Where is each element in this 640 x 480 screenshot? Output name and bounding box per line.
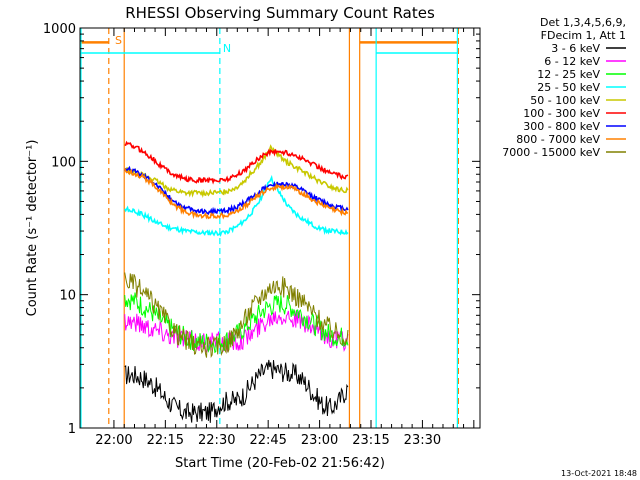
series-line-3 bbox=[124, 292, 349, 354]
y-tick-label: 100 bbox=[51, 155, 76, 170]
y-axis: 1 10 100 1000 bbox=[43, 22, 480, 437]
series-line-6 bbox=[124, 140, 349, 185]
legend-label: 12 - 25 keV bbox=[537, 68, 600, 81]
plot-frame bbox=[79, 27, 481, 429]
saa-flag-label: S bbox=[115, 34, 122, 47]
series-line-1 bbox=[124, 359, 349, 423]
x-axis: 22:00 22:15 22:30 22:45 23:00 23:15 23:30 bbox=[95, 28, 475, 448]
instrument-flags: SN bbox=[80, 28, 460, 428]
x-tick-label: 22:45 bbox=[249, 433, 286, 448]
series-line-2 bbox=[124, 310, 349, 354]
series-line-4 bbox=[124, 174, 349, 237]
legend-label: 300 - 800 keV bbox=[523, 120, 600, 133]
legend-label: 25 - 50 keV bbox=[537, 81, 600, 94]
series-line-9 bbox=[124, 272, 349, 358]
y-axis-label: Count Rate (s⁻¹ detector⁻¹) bbox=[25, 140, 40, 317]
y-tick-label: 10 bbox=[59, 289, 76, 304]
x-tick-label: 22:15 bbox=[147, 433, 184, 448]
y-tick-label: 1000 bbox=[43, 22, 76, 37]
legend-label: 7000 - 15000 keV bbox=[502, 146, 600, 159]
legend-label: 50 - 100 keV bbox=[530, 94, 600, 107]
x-tick-label: 22:30 bbox=[198, 433, 235, 448]
legend-label: 800 - 7000 keV bbox=[516, 133, 600, 146]
legend-label: 100 - 300 keV bbox=[523, 107, 600, 120]
legend-label: 3 - 6 keV bbox=[551, 42, 600, 55]
night-flag-label: N bbox=[223, 42, 231, 55]
legend: Det 1,3,4,5,6,9,FDecim 1, Att 13 - 6 keV… bbox=[502, 16, 626, 159]
x-tick-label: 23:15 bbox=[352, 433, 389, 448]
series-layer bbox=[123, 140, 349, 423]
legend-header: FDecim 1, Att 1 bbox=[541, 29, 626, 42]
series-line-5 bbox=[124, 144, 349, 199]
legend-label: 6 - 12 keV bbox=[544, 55, 600, 68]
x-axis-label: Start Time (20-Feb-02 21:56:42) bbox=[175, 456, 385, 471]
series-line-8 bbox=[123, 168, 349, 220]
legend-header: Det 1,3,4,5,6,9, bbox=[540, 16, 626, 29]
y-tick-label: 1 bbox=[68, 422, 76, 437]
footer-timestamp: 13-Oct-2021 18:48 bbox=[561, 469, 637, 478]
x-tick-label: 23:30 bbox=[404, 433, 441, 448]
chart-title: RHESSI Observing Summary Count Rates bbox=[125, 4, 435, 22]
x-tick-label: 22:00 bbox=[95, 433, 132, 448]
x-tick-label: 23:00 bbox=[301, 433, 338, 448]
